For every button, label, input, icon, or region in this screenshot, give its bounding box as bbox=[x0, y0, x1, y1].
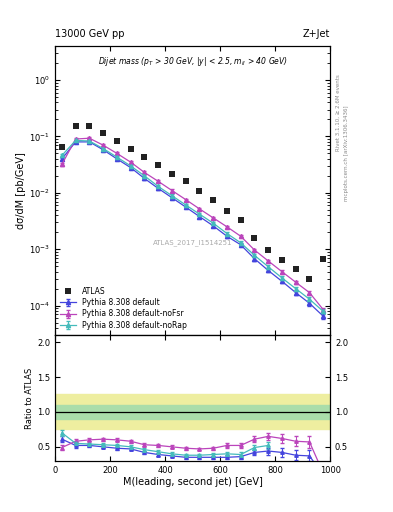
Line: ATLAS: ATLAS bbox=[59, 122, 326, 282]
Text: Dijet mass (p$_T$ > 30 GeV, |y| < 2.5, m$_{ll}$ > 40 GeV): Dijet mass (p$_T$ > 30 GeV, |y| < 2.5, m… bbox=[97, 55, 288, 68]
ATLAS bbox=[87, 123, 92, 129]
ATLAS bbox=[101, 130, 106, 136]
ATLAS bbox=[252, 234, 257, 241]
ATLAS bbox=[156, 162, 161, 168]
Text: Rivet 3.1.10, ≥ 2.6M events: Rivet 3.1.10, ≥ 2.6M events bbox=[336, 74, 341, 151]
ATLAS bbox=[60, 144, 64, 150]
ATLAS bbox=[170, 170, 174, 177]
Legend: ATLAS, Pythia 8.308 default, Pythia 8.308 default-noFsr, Pythia 8.308 default-no: ATLAS, Pythia 8.308 default, Pythia 8.30… bbox=[57, 284, 190, 333]
Text: Z+Jet: Z+Jet bbox=[303, 29, 330, 39]
ATLAS bbox=[184, 178, 188, 184]
ATLAS bbox=[142, 154, 147, 160]
Y-axis label: dσ/dM [pb/GeV]: dσ/dM [pb/GeV] bbox=[16, 152, 26, 229]
Text: 13000 GeV pp: 13000 GeV pp bbox=[55, 29, 125, 39]
ATLAS bbox=[129, 146, 133, 152]
ATLAS bbox=[197, 187, 202, 194]
Text: mcplots.cern.ch [arXiv:1306.3436]: mcplots.cern.ch [arXiv:1306.3436] bbox=[344, 106, 349, 201]
ATLAS bbox=[238, 217, 243, 223]
Text: ATLAS_2017_I1514251: ATLAS_2017_I1514251 bbox=[153, 240, 232, 246]
ATLAS bbox=[266, 247, 271, 253]
ATLAS bbox=[307, 275, 312, 282]
ATLAS bbox=[293, 266, 298, 272]
ATLAS bbox=[73, 123, 78, 129]
ATLAS bbox=[280, 257, 285, 263]
Y-axis label: Ratio to ATLAS: Ratio to ATLAS bbox=[25, 367, 34, 429]
ATLAS bbox=[321, 255, 326, 262]
X-axis label: M(leading, second jet) [GeV]: M(leading, second jet) [GeV] bbox=[123, 477, 263, 487]
ATLAS bbox=[225, 208, 230, 214]
ATLAS bbox=[115, 138, 119, 144]
ATLAS bbox=[211, 197, 216, 203]
